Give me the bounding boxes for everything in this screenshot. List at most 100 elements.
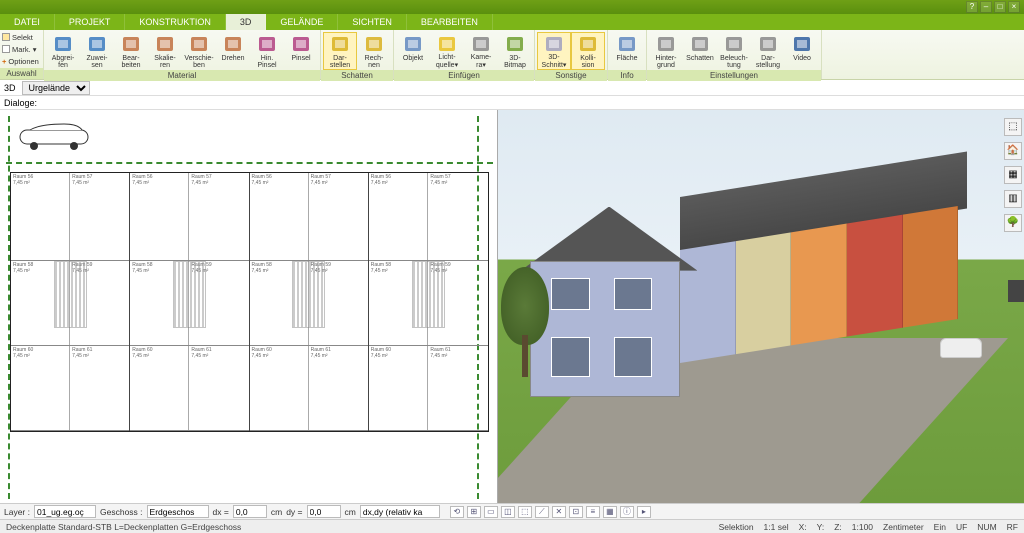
facade-segment (847, 215, 903, 337)
room[interactable]: Raum 607,45 m² (130, 346, 189, 430)
status-uf: UF (956, 522, 967, 532)
ribbon-icon (543, 34, 565, 53)
ribbon-video-button[interactable]: Video (785, 32, 819, 70)
side-panel-handle[interactable] (1008, 280, 1024, 302)
ribbon-3dschnitt-button[interactable]: 3D-Schnitt▾ (537, 32, 571, 70)
ribbon-bearbeiten-button[interactable]: Bear-beiten (114, 32, 148, 70)
terrain-dropdown[interactable]: Urgelände (22, 81, 90, 95)
help-icon[interactable]: ? (966, 1, 978, 13)
room[interactable]: Raum 607,45 m² (250, 346, 309, 430)
3d-view-pane[interactable]: ⬚ 🏠 ▦ ▥ 🌳 (498, 110, 1024, 503)
tab-sichten[interactable]: SICHTEN (338, 14, 407, 30)
view-option-9[interactable]: ▦ (603, 506, 617, 518)
status-num: NUM (977, 522, 996, 532)
ribbon-schatten-button[interactable]: Schatten (683, 32, 717, 70)
view-tool-4[interactable]: 🌳 (1004, 214, 1022, 232)
geschoss-select[interactable] (147, 505, 209, 518)
ribbon-button-label: Hinter-grund (655, 55, 676, 69)
view-option-6[interactable]: ✕ (552, 506, 566, 518)
tab-3d[interactable]: 3D (226, 14, 267, 30)
view-option-1[interactable]: ⊞ (467, 506, 481, 518)
building-unit[interactable]: Raum 567,45 m²Raum 577,45 m²Raum 587,45 … (130, 173, 249, 431)
view-option-0[interactable]: ⟲ (450, 506, 464, 518)
ribbon-beleuchtung-button[interactable]: Beleuch-tung (717, 32, 751, 70)
car-3d (940, 338, 982, 358)
ribbon-zuweisen-button[interactable]: Zuwei-sen (80, 32, 114, 70)
selekt-option[interactable]: Selekt (2, 31, 33, 43)
ribbon-drehen-button[interactable]: Drehen (216, 32, 250, 70)
view-option-4[interactable]: ⬚ (518, 506, 532, 518)
view-option-8[interactable]: ≡ (586, 506, 600, 518)
ribbon-3dbitmap-button[interactable]: 3D-Bitmap (498, 32, 532, 70)
ribbon-hinpinsel-button[interactable]: Hin.Pinsel (250, 32, 284, 70)
ribbon-kamera-button[interactable]: Kame-ra▾ (464, 32, 498, 70)
room[interactable]: Raum 617,45 m² (189, 346, 248, 430)
ribbon-button-label: Pinsel (291, 55, 310, 62)
view-option-10[interactable]: ⓘ (620, 506, 634, 518)
maximize-icon[interactable]: □ (994, 1, 1006, 13)
dy-input[interactable] (307, 505, 341, 518)
view-tool-0[interactable]: ⬚ (1004, 118, 1022, 136)
ribbon-rechnen-button[interactable]: Rech-nen (357, 32, 391, 70)
room[interactable]: Raum 617,45 m² (309, 346, 368, 430)
view-option-11[interactable]: ▸ (637, 506, 651, 518)
view-tool-1[interactable]: 🏠 (1004, 142, 1022, 160)
view-tool-2[interactable]: ▦ (1004, 166, 1022, 184)
view-option-5[interactable]: ⟋ (535, 506, 549, 518)
ribbon-hintergrund-button[interactable]: Hinter-grund (649, 32, 683, 70)
room[interactable]: Raum 607,45 m² (11, 346, 70, 430)
floorplan-pane[interactable]: Raum 567,45 m²Raum 577,45 m²Raum 587,45 … (0, 110, 498, 503)
room[interactable]: Raum 617,45 m² (428, 346, 488, 430)
status-bar: Deckenplatte Standard-STB L=Deckenplatte… (0, 519, 1024, 533)
ribbon-fläche-button[interactable]: Fläche (610, 32, 644, 70)
status-selektion: Selektion (719, 522, 754, 532)
room[interactable]: Raum 567,45 m² (11, 173, 70, 260)
tab-datei[interactable]: DATEI (0, 14, 55, 30)
view-option-3[interactable]: ◫ (501, 506, 515, 518)
mark-option[interactable]: Mark.▾ (2, 43, 37, 55)
group-label: Sonstige (535, 70, 607, 81)
tab-konstruktion[interactable]: KONSTRUKTION (125, 14, 226, 30)
tab-bearbeiten[interactable]: BEARBEITEN (407, 14, 493, 30)
close-icon[interactable]: × (1008, 1, 1020, 13)
coord-mode[interactable] (360, 505, 440, 518)
guide-horizontal (6, 162, 493, 164)
room[interactable]: Raum 617,45 m² (70, 346, 129, 430)
ribbon-darstellung-button[interactable]: Dar-stellung (751, 32, 785, 70)
ribbon-pinsel-button[interactable]: Pinsel (284, 32, 318, 70)
view-option-2[interactable]: ▭ (484, 506, 498, 518)
group-label: Info (608, 70, 646, 81)
building-unit[interactable]: Raum 567,45 m²Raum 577,45 m²Raum 587,45 … (369, 173, 488, 431)
ribbon-kollision-button[interactable]: Kolli-sion (571, 32, 605, 70)
ribbon-lichtquelle-button[interactable]: Licht-quelle▾ (430, 32, 464, 70)
room[interactable]: Raum 567,45 m² (250, 173, 309, 260)
tab-gelände[interactable]: GELÄNDE (266, 14, 338, 30)
group-label-auswahl: Auswahl (0, 68, 43, 79)
minimize-icon[interactable]: – (980, 1, 992, 13)
status-ein: Ein (934, 522, 946, 532)
ribbon-objekt-button[interactable]: Objekt (396, 32, 430, 70)
room[interactable]: Raum 607,45 m² (369, 346, 429, 430)
room[interactable]: Raum 567,45 m² (130, 173, 189, 260)
view-option-7[interactable]: ⊡ (569, 506, 583, 518)
ribbon-verschieben-button[interactable]: Verschie-ben (182, 32, 216, 70)
ribbon-button-label: Schatten (686, 55, 714, 62)
ribbon-skalieren-button[interactable]: Skalie-ren (148, 32, 182, 70)
dy-label: dy = (286, 507, 302, 517)
ribbon-abgreifen-button[interactable]: Abgrei-fen (46, 32, 80, 70)
dx-input[interactable] (233, 505, 267, 518)
building-unit[interactable]: Raum 567,45 m²Raum 577,45 m²Raum 587,45 … (250, 173, 369, 431)
room[interactable]: Raum 577,45 m² (428, 173, 488, 260)
ribbon-darstellen-button[interactable]: Dar-stellen (323, 32, 357, 70)
room[interactable]: Raum 567,45 m² (369, 173, 429, 260)
group-label: Material (44, 70, 320, 81)
layer-select[interactable] (34, 505, 96, 518)
room[interactable]: Raum 577,45 m² (70, 173, 129, 260)
optionen-option[interactable]: +Optionen (2, 55, 39, 67)
view-tool-3[interactable]: ▥ (1004, 190, 1022, 208)
room[interactable]: Raum 577,45 m² (309, 173, 368, 260)
floor-plan[interactable]: Raum 567,45 m²Raum 577,45 m²Raum 587,45 … (10, 172, 489, 432)
tab-projekt[interactable]: PROJEKT (55, 14, 126, 30)
building-unit[interactable]: Raum 567,45 m²Raum 577,45 m²Raum 587,45 … (11, 173, 130, 431)
room[interactable]: Raum 577,45 m² (189, 173, 248, 260)
